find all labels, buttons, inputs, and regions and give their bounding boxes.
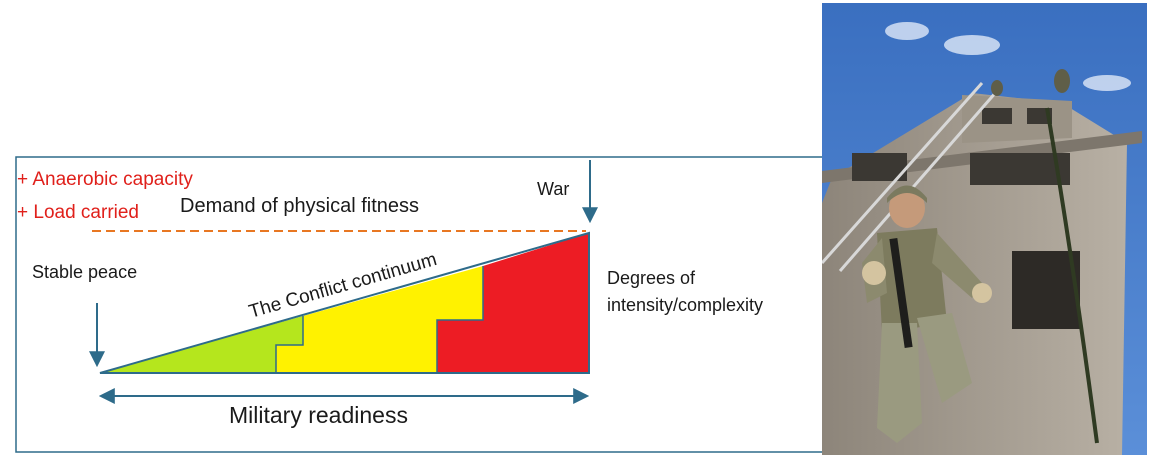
stable-peace-label: Stable peace: [32, 262, 137, 282]
cloud: [885, 22, 929, 40]
soldier-top: [991, 80, 1003, 96]
window: [1012, 251, 1080, 329]
cloud: [944, 35, 1000, 55]
cloud: [1083, 75, 1131, 91]
demand-label: Demand of physical fitness: [180, 195, 419, 217]
soldier: [862, 185, 992, 443]
window: [982, 108, 1012, 124]
modifier-load-carried: + Load carried: [17, 202, 139, 223]
red-zone: [437, 233, 589, 373]
ladder-rail: [822, 82, 984, 264]
readiness-label: Military readiness: [229, 402, 408, 428]
continuum-wedge-outline: [99, 231, 590, 374]
war-label: War: [537, 179, 569, 199]
tower-top: [962, 95, 1072, 143]
modifier-anaerobic-capacity: + Anaerobic capacity: [17, 169, 193, 190]
degrees-label-line-2: intensity/complexity: [607, 295, 763, 315]
zone-divider-2: [436, 266, 484, 373]
zone-divider-1: [275, 316, 304, 373]
ladder-rail: [838, 90, 999, 272]
degrees-label-line-1: Degrees of: [607, 268, 696, 288]
soldier-top: [1054, 69, 1070, 93]
yellow-zone: [276, 266, 483, 373]
rope: [1045, 107, 1099, 444]
conflict-continuum-diagram: + Anaerobic capacity + Load carried Dema…: [15, 156, 827, 453]
window: [970, 153, 1070, 185]
rappelling-soldier-photo: [822, 3, 1147, 455]
